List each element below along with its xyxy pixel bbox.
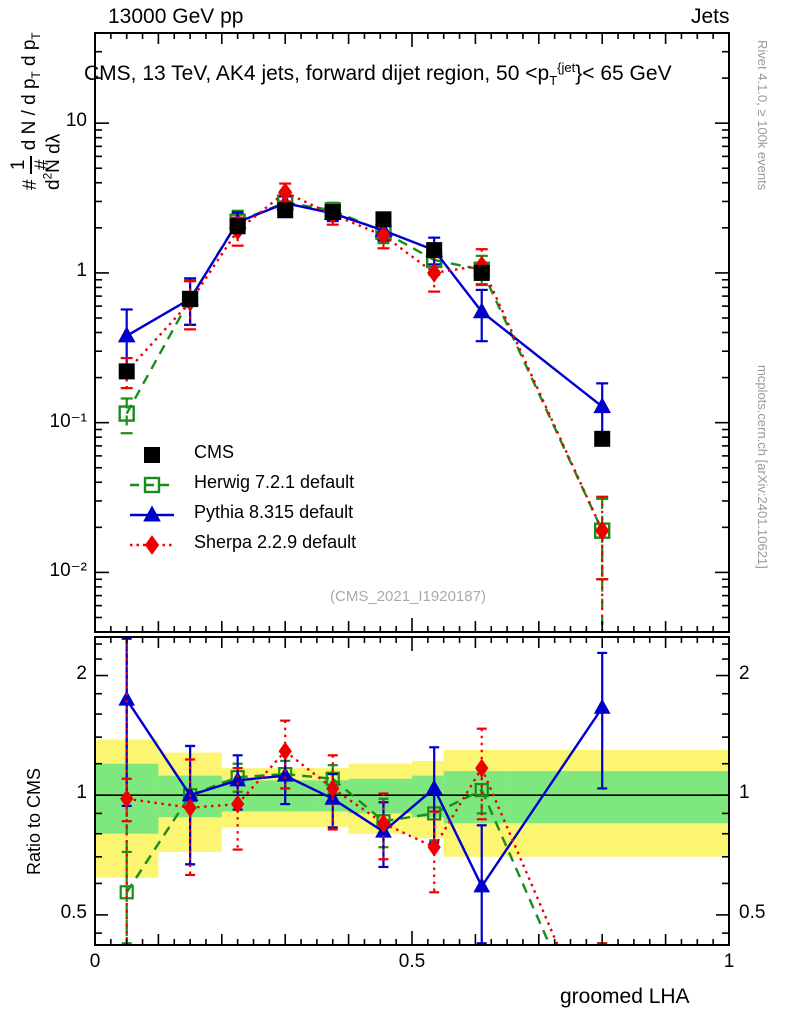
ratio-line-Herwig 7.2.1 default (125, 794, 192, 893)
plot-title-tail: }< 65 GeV (575, 62, 672, 85)
main-marker-Pythia 8.315 default (472, 302, 491, 319)
ratio-marker-Sherpa 2.2.9 default (376, 813, 391, 833)
legend-label-0: CMS (194, 442, 234, 462)
ratio-line-Herwig 7.2.1 default (480, 789, 551, 946)
main-marker-Sherpa 2.2.9 default (427, 263, 442, 283)
legend-label-2: Pythia 8.315 default (194, 502, 354, 522)
y-tick-label-ratio-right: 2 (739, 662, 750, 684)
ratio-line-Sherpa 2.2.9 default (433, 767, 483, 848)
ratio-marker-Pythia 8.315 default (229, 771, 246, 787)
plot-title-sub: T (549, 73, 558, 89)
main-line-Sherpa 2.2.9 default (236, 191, 286, 232)
main-line-Pythia 8.315 default (433, 249, 483, 313)
x-tick-label: 0.5 (398, 951, 426, 972)
main-marker-CMS (118, 363, 135, 380)
y-tick-label-main: 10 (65, 110, 87, 132)
ratio-line-Herwig 7.2.1 default (383, 812, 435, 823)
plot-title-main: CMS, 13 TeV, AK4 jets, forward dijet reg… (84, 62, 550, 85)
y-tick-label-ratio: 0.5 (60, 901, 87, 923)
plot-title: CMS, 13 TeV, AK4 jets, forward dijet reg… (84, 60, 672, 88)
main-line-Pythia 8.315 default (480, 310, 603, 408)
main-marker-CMS (375, 211, 392, 228)
main-line-Sherpa 2.2.9 default (189, 229, 239, 303)
ratio-line-Pythia 8.315 default (189, 779, 239, 797)
main-marker-CMS (594, 430, 611, 447)
ratio-line-Pythia 8.315 default (332, 797, 385, 833)
main-line-Sherpa 2.2.9 default (332, 213, 384, 237)
watermark: (CMS_2021_I1920187) (330, 588, 486, 605)
y-tick-label-main: 1 (76, 259, 87, 281)
ratio-marker-Pythia 8.315 default (118, 690, 136, 706)
ratio-line-Sherpa 2.2.9 default (382, 822, 435, 849)
y-tick-label-ratio: 2 (76, 662, 87, 684)
ratio-marker-Pythia 8.315 default (593, 698, 611, 714)
x-tick-label: 0 (89, 951, 101, 972)
x-axis-label: groomed LHA (560, 985, 690, 1008)
main-marker-Herwig 7.2.1 default (118, 405, 135, 422)
x-tick-label: 1 (723, 951, 735, 972)
legend-marker-1 (143, 476, 161, 494)
main-marker-CMS (229, 218, 246, 235)
main-marker-CMS (324, 204, 341, 221)
ratio-marker-Sherpa 2.2.9 default (427, 837, 441, 857)
ratio-marker-Pythia 8.315 default (276, 766, 294, 782)
ratio-line-Pythia 8.315 default (480, 707, 604, 887)
main-line-Pythia 8.315 default (189, 221, 239, 300)
header-right: Jets (691, 5, 730, 28)
main-line-Pythia 8.315 default (383, 229, 435, 252)
ratio-marker-Sherpa 2.2.9 default (183, 798, 197, 818)
ratio-line-Pythia 8.315 default (125, 698, 192, 796)
main-line-Sherpa 2.2.9 default (434, 264, 482, 275)
ratio-line-Sherpa 2.2.9 default (332, 787, 385, 825)
ratio-line-Pythia 8.315 default (382, 787, 435, 833)
y-tick-label-main: 10⁻¹ (49, 410, 88, 432)
main-marker-CMS (182, 290, 199, 307)
main-marker-Pythia 8.315 default (117, 326, 136, 343)
main-panel-frame (94, 32, 730, 633)
legend-label-1: Herwig 7.2.1 default (194, 472, 355, 492)
y-tick-label-main: 10⁻² (49, 560, 88, 582)
y-tick-label-ratio: 1 (76, 782, 87, 804)
ratio-marker-Sherpa 2.2.9 default (231, 794, 245, 814)
header-left: 13000 GeV pp (108, 5, 244, 28)
main-marker-Pythia 8.315 default (593, 397, 612, 414)
ratio-band-inner (507, 771, 729, 824)
ratio-marker-Sherpa 2.2.9 default (326, 779, 340, 798)
main-line-Sherpa 2.2.9 default (125, 301, 191, 373)
main-marker-CMS (426, 242, 443, 259)
plot-title-sup: {jet (557, 60, 576, 75)
ratio-line-Herwig 7.2.1 default (433, 789, 483, 815)
ratio-line-Sherpa 2.2.9 default (190, 802, 238, 809)
main-marker-Sherpa 2.2.9 default (376, 225, 391, 246)
ratio-line-Sherpa 2.2.9 default (284, 750, 334, 790)
y-tick-label-ratio-right: 0.5 (739, 901, 766, 923)
ratio-line-Herwig 7.2.1 default (237, 772, 286, 779)
main-marker-CMS (473, 264, 490, 281)
ratio-line-Pythia 8.315 default (433, 787, 483, 887)
ratio-line-Sherpa 2.2.9 default (236, 750, 287, 805)
ratio-marker-Herwig 7.2.1 default (474, 783, 489, 798)
ratio-line-Herwig 7.2.1 default (331, 777, 385, 823)
ratio-marker-Pythia 8.315 default (473, 877, 491, 893)
ratio-line-Pythia 8.315 default (284, 774, 334, 800)
y-tick-label-ratio-right: 1 (739, 782, 750, 804)
main-line-Pythia 8.315 default (126, 297, 191, 337)
legend-label-3: Sherpa 2.2.9 default (194, 532, 357, 552)
main-line-Herwig 7.2.1 default (125, 298, 192, 415)
ratio-line-Herwig 7.2.1 default (285, 772, 333, 780)
main-line-Herwig 7.2.1 default (332, 209, 384, 233)
ratio-marker-Pythia 8.315 default (425, 779, 443, 795)
ratio-band-inner (348, 778, 412, 814)
main-line-Pythia 8.315 default (332, 212, 384, 232)
ratio-marker-Sherpa 2.2.9 default (475, 758, 489, 778)
main-marker-CMS (277, 202, 294, 219)
ratio-marker-Sherpa 2.2.9 default (278, 741, 292, 761)
legend-marker-0 (144, 447, 160, 463)
main-marker-Sherpa 2.2.9 default (278, 182, 293, 203)
legend-marker-3 (144, 535, 160, 555)
legend-marker-2 (143, 505, 161, 522)
